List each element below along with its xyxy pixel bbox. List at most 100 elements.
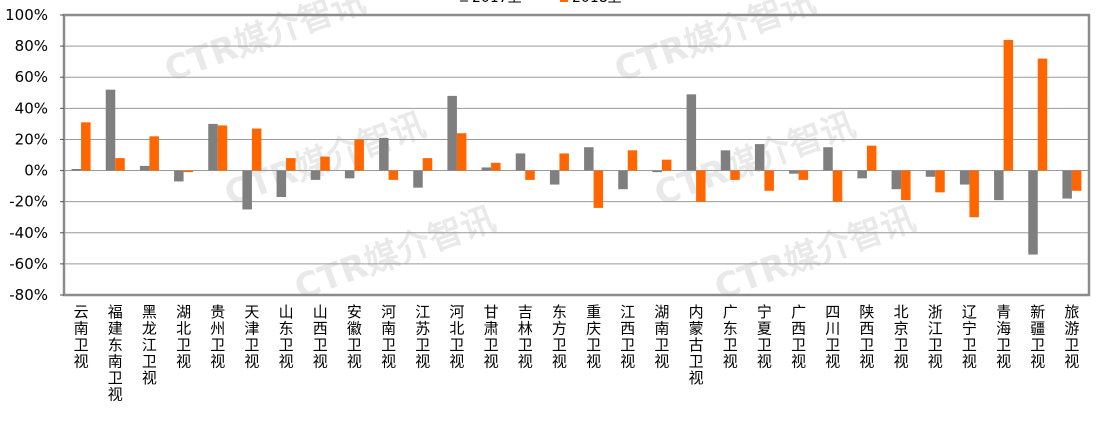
x-tick-label: 重庆卫视 [586,303,601,371]
bar-2018 [354,139,364,171]
y-tick-label: 80% [15,37,48,55]
x-tick-label: 湖南卫视 [654,303,669,371]
x-tick-label: 东方卫视 [552,303,567,371]
bar-2017 [994,170,1004,201]
y-tick-label: 20% [15,130,48,148]
bar-2017 [959,170,970,185]
y-tick-label: -40% [9,224,48,242]
x-tick-label: 湖北卫视 [176,303,191,371]
x-tick-label: 河南卫视 [381,303,396,371]
bar-2017 [652,170,662,173]
legend-label: 2018上 [572,0,622,6]
watermark-text: CTR媒介智讯 [709,199,920,309]
bar-2018 [866,145,877,171]
x-tick-label: 辽宁卫视 [962,303,977,371]
x-tick-label: 旅游卫视 [1064,303,1079,371]
x-tick-label: 吉林卫视 [518,303,533,371]
x-tick-label: 河北卫视 [449,303,464,371]
bar-2017 [686,94,697,171]
y-axis-ticks: -80% -60% -40% -20% 0% 20% 40% 60% 80% 100% [5,6,64,304]
y-tick-label: 0% [24,162,48,180]
bar-2018 [422,158,433,171]
y-tick-label: -60% [9,255,48,273]
chart-legend: 2017上 2018上 [460,0,622,6]
bar-2018 [491,162,501,171]
x-tick-label: 江西卫视 [620,303,635,371]
bar-2018 [217,125,228,171]
x-tick-label: 浙江卫视 [928,303,943,371]
plot-frame [62,13,1091,297]
bar-2017 [174,170,184,182]
bar-2017 [379,137,389,171]
bars-layer [71,39,1082,255]
x-tick-label: 江苏卫视 [415,303,430,371]
x-tick-label: 陕西卫视 [859,303,874,371]
bar-2018 [525,170,535,180]
bar-2017 [891,170,902,190]
x-tick-label: 天津卫视 [244,303,259,371]
bar-2018 [251,128,262,171]
bar-2017 [276,170,287,197]
grid-lines [64,45,1089,265]
bar-2018 [81,122,91,171]
bar-2018 [832,170,843,202]
bar-2018 [593,170,604,208]
x-tick-label: 黑龙江卫视 [142,303,157,387]
x-axis-ticks: 云南卫视 福建东南卫视 黑龙江卫视 湖北卫视 贵州卫视 天津卫视 山东卫视 山西卫视 安徽卫视 河… [74,303,1080,404]
bar-2018 [183,170,194,173]
x-tick-label: 山西卫视 [313,303,328,371]
bar-2017 [208,123,218,171]
bar-2018 [764,170,774,191]
x-tick-label: 青海卫视 [996,303,1011,371]
legend-swatch [560,0,568,2]
bar-2018 [627,150,638,171]
y-tick-label: 60% [15,68,48,86]
x-tick-label: 山东卫视 [279,303,294,371]
bar-2017 [857,170,867,179]
x-tick-label: 贵州卫视 [210,303,225,371]
y-tick-label: -20% [9,193,48,211]
bar-2018 [1003,39,1014,171]
x-tick-label: 宁夏卫视 [757,303,772,371]
bar-2018 [388,170,399,180]
x-tick-label: 内蒙古卫视 [689,303,704,387]
x-tick-label: 北京卫视 [894,303,909,371]
bar-2017 [71,169,82,171]
bar-2018 [901,170,911,201]
bar-2017 [310,170,321,180]
bar-2017 [481,167,492,171]
bar-2018 [559,153,569,171]
legend-label: 2017上 [472,0,522,6]
bar-2017 [447,95,457,171]
bar-2017 [344,170,355,179]
x-tick-label: 福建东南卫视 [108,303,123,404]
bar-2018 [149,136,159,171]
bar-2017 [413,170,423,188]
y-tick-label: -80% [9,286,48,304]
bar-2017 [754,144,765,171]
y-tick-label: 40% [15,99,48,117]
bar-2017 [549,170,560,185]
bar-2018 [320,156,330,171]
bar-2018 [661,159,672,171]
bar-2018 [456,133,467,171]
bar-2017 [1062,170,1072,199]
bar-2017 [823,147,833,171]
bar-2017 [139,165,150,171]
bar-2018 [730,170,740,180]
bar-2017 [242,170,252,210]
bar-2017 [1028,170,1038,255]
bar-2018 [935,170,945,193]
bar-2018 [969,170,979,218]
x-tick-label: 安徽卫视 [347,303,362,371]
bar-2018 [696,170,706,202]
bar-2018 [798,170,809,180]
y-tick-label: 100% [5,6,48,24]
x-tick-label: 广西卫视 [791,303,806,371]
bar-2017 [618,170,628,190]
legend-swatch [460,0,468,2]
watermark-text: CTR媒介智讯 [289,199,500,309]
bar-2018 [286,158,296,171]
bar-2017 [925,170,936,177]
